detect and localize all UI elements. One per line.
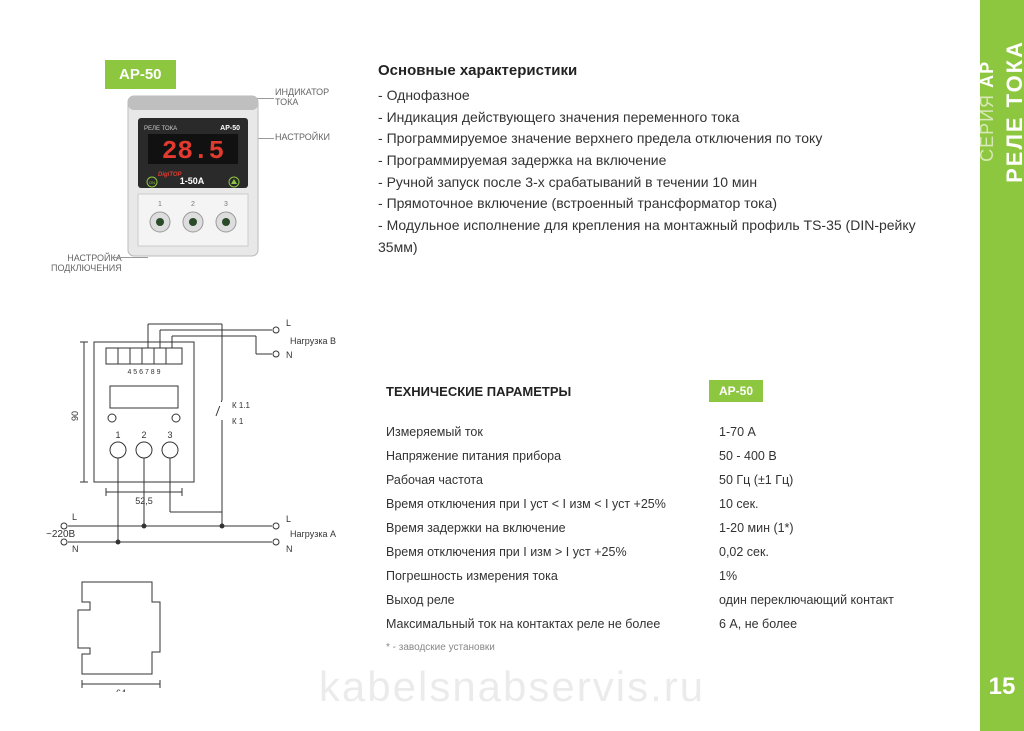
params-row: Измеряемый ток1-70 А [376,420,936,444]
params-note: * - заводские установки [376,636,936,653]
product-image: РЕЛЕ ТОКА AP-50 28.5 DigiTOP ON 1-50A 1 … [122,90,264,265]
features-title: Основные характеристики [378,62,938,79]
feature-item: Программируемое значение верхнего предел… [378,128,938,150]
param-label: Выход реле [386,593,719,607]
param-value: один переключающий контакт [719,593,936,607]
label-k1: К 1 [232,417,244,426]
series-prefix: СЕРИЯ [977,94,997,162]
params-header: ТЕХНИЧЕСКИЕ ПАРАМЕТРЫ AP-50 [376,380,936,402]
current-range: 1-50A [180,176,205,186]
series-label: СЕРИЯ AP [977,61,998,162]
feature-item: Однофазное [378,85,938,107]
features-list: Однофазное Индикация действующего значен… [378,85,938,259]
param-value: 50 - 400 В [719,449,936,463]
params-row: Время задержки на включение1-20 мин (1*) [376,516,936,540]
svg-text:ON: ON [149,180,155,185]
param-value: 1% [719,569,936,583]
param-label: Время задержки на включение [386,521,719,535]
feature-item: Прямоточное включение (встроенный трансф… [378,193,938,215]
feature-item: Программируемая задержка на включение [378,150,938,172]
product-model: AP-50 [220,125,240,132]
dim-height: 90 [70,411,80,421]
params-row: Погрешность измерения тока1% [376,564,936,588]
param-value: 1-20 мин (1*) [719,521,936,535]
side-title: РЕЛЕ ТОКА [1002,40,1024,183]
params-row: Время отключения при I уст < I изм < I у… [376,492,936,516]
svg-text:L: L [72,512,77,522]
load-a: Нагрузка A [290,529,336,539]
param-label: Максимальный ток на контактах реле не бо… [386,617,719,631]
label-k11: К 1.1 [232,401,251,410]
svg-text:1: 1 [115,430,120,440]
param-value: 0,02 сек. [719,545,936,559]
params-row: Рабочая частота50 Гц (±1 Гц) [376,468,936,492]
label-N: N [286,350,293,360]
params-row: Максимальный ток на контактах реле не бо… [376,612,936,636]
param-label: Напряжение питания прибора [386,449,719,463]
params-badge: AP-50 [709,380,763,402]
feature-item: Ручной запуск после 3-х срабатываний в т… [378,172,938,194]
series-name: AP [977,61,997,88]
voltage-label: ~220В [46,529,76,540]
params-row: Выход релеодин переключающий контакт [376,588,936,612]
callout-connection: НАСТРОЙКА ПОДКЛЮЧЕНИЯ [51,254,122,274]
model-badge: AP-50 [105,60,176,89]
svg-text:3: 3 [224,201,228,208]
svg-text:2: 2 [141,430,146,440]
page-number: 15 [989,673,1016,701]
param-label: Измеряемый ток [386,425,719,439]
top-terminals: 4 5 6 7 8 9 [127,369,160,376]
param-value: 1-70 А [719,425,936,439]
param-value: 6 А, не более [719,617,936,631]
features-block: Основные характеристики Однофазное Индик… [378,62,938,259]
wiring-diagram: 4 5 6 7 8 9 1 2 3 90 52,5 L N Нагрузка B [42,312,352,692]
svg-text:N: N [286,544,293,554]
callout-settings: НАСТРОЙКИ [275,133,330,143]
side-tab: СЕРИЯ AP РЕЛЕ ТОКА 15 [980,0,1024,731]
led-display: 28.5 [162,136,224,166]
param-value: 50 Гц (±1 Гц) [719,473,936,487]
param-value: 10 сек. [719,497,936,511]
param-label: Время отключения при I уст < I изм < I у… [386,497,719,511]
side-tab-text: СЕРИЯ AP РЕЛЕ ТОКА [977,40,1024,183]
svg-text:N: N [72,544,79,554]
svg-text:3: 3 [167,430,172,440]
svg-text:2: 2 [191,201,195,208]
feature-item: Модульное исполнение для крепления на мо… [378,215,938,258]
param-label: Рабочая частота [386,473,719,487]
feature-item: Индикация действующего значения переменн… [378,107,938,129]
product-top-label: РЕЛЕ ТОКА [144,126,177,132]
params-title: ТЕХНИЧЕСКИЕ ПАРАМЕТРЫ [376,384,709,399]
load-b: Нагрузка B [290,336,336,346]
dim-depth: 64 [116,688,126,692]
label-L: L [286,318,291,328]
param-label: Погрешность измерения тока [386,569,719,583]
params-row: Напряжение питания прибора50 - 400 В [376,444,936,468]
svg-text:1: 1 [158,201,162,208]
param-label: Время отключения при I изм > I уст +25% [386,545,719,559]
svg-text:L: L [286,514,291,524]
params-block: ТЕХНИЧЕСКИЕ ПАРАМЕТРЫ AP-50 Измеряемый т… [376,380,936,653]
callout-indicator: ИНДИКАТОР ТОКА [275,88,329,108]
params-row: Время отключения при I изм > I уст +25%0… [376,540,936,564]
